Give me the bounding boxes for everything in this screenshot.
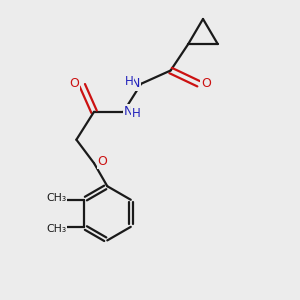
Text: CH₃: CH₃ [46,224,66,234]
Text: O: O [98,155,107,168]
Text: N: N [131,77,141,90]
Text: N: N [124,105,134,118]
Text: O: O [201,77,211,90]
Text: CH₃: CH₃ [46,193,66,203]
Text: H: H [131,107,140,120]
Text: H: H [124,75,133,88]
Text: O: O [69,77,79,90]
